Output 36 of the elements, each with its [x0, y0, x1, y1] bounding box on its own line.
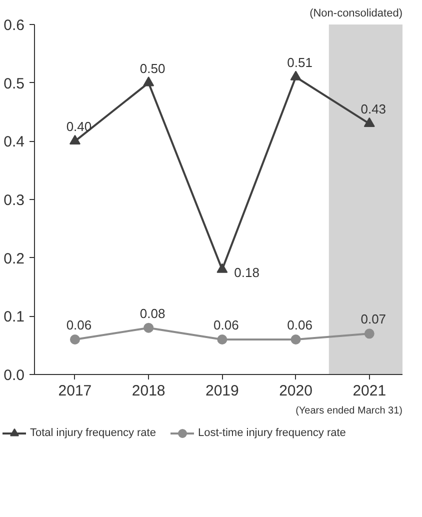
x-tick-label: 2017 [58, 382, 92, 400]
text: (Non-consolidated) [310, 8, 402, 20]
data-label: 0.50 [140, 60, 166, 76]
data-label: 0.08 [140, 306, 166, 321]
point [364, 328, 374, 339]
x-tick-label: 2018 [132, 382, 166, 400]
y-tick-label: 0.3 [4, 192, 25, 209]
x-tick-label: 2019 [205, 382, 239, 400]
point [216, 263, 228, 273]
x-tick-label: 2021 [352, 382, 386, 400]
y-tick-label: 0.0 [4, 367, 25, 384]
legend-label: Total injury frequency rate [30, 427, 156, 439]
data-label: 0.43 [360, 102, 386, 117]
x-tick-label: 2020 [279, 382, 312, 400]
point [217, 334, 228, 344]
point [143, 76, 154, 86]
point [364, 117, 375, 128]
data-label: 0.07 [360, 312, 386, 327]
point [290, 70, 302, 80]
y-tick-label: 0.6 [4, 17, 25, 34]
data-label: 0.18 [234, 265, 260, 280]
data-label: 0.06 [287, 318, 312, 332]
text: (Years ended March 31) [296, 406, 403, 416]
data-label: 0.40 [66, 119, 92, 134]
data-label: 0.06 [66, 318, 92, 332]
point [69, 134, 80, 145]
legend-label: Lost-time injury frequency rate [198, 427, 346, 439]
y-tick-label: 0.2 [4, 250, 25, 268]
point [290, 334, 301, 344]
point [144, 322, 154, 333]
data-label: 0.06 [214, 318, 239, 332]
y-tick-label: 0.1 [4, 308, 25, 326]
point [70, 334, 80, 344]
y-tick-label: 0.5 [4, 75, 25, 92]
data-label: 0.51 [287, 55, 312, 70]
y-tick-label: 0.4 [4, 134, 25, 151]
